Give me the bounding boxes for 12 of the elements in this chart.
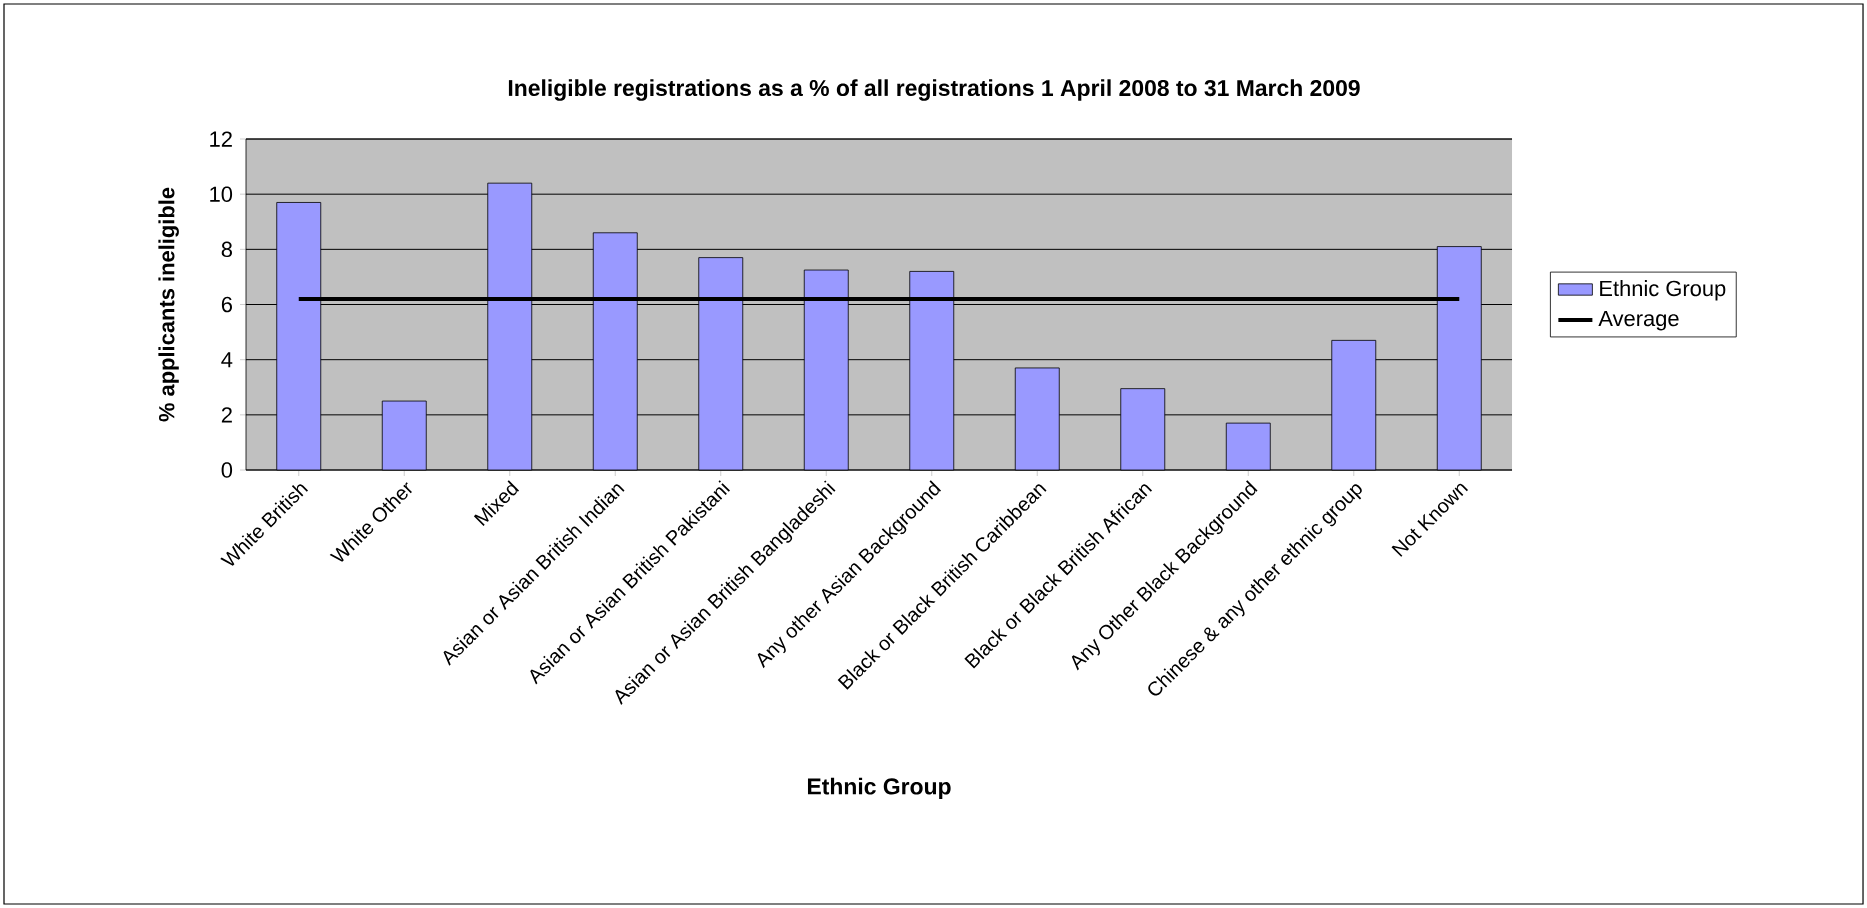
- y-tick-label: 2: [221, 407, 232, 423]
- chart-title: Ineligible registrations as a % of all registrations 1 April 2008 to 31 March 2009: [508, 79, 1360, 101]
- y-tick-label: 12: [210, 131, 232, 147]
- x-axis-title: Ethnic Group: [807, 777, 951, 800]
- y-tick-label: 8: [221, 241, 232, 258]
- legend-label: Average: [1598, 310, 1679, 331]
- y-axis-title: % applicants ineligible: [158, 187, 179, 422]
- y-tick-label: 6: [221, 296, 232, 313]
- y-tick-label: 0: [221, 462, 233, 478]
- y-tick-label: 4: [221, 352, 233, 368]
- y-tick-label: 10: [210, 186, 233, 202]
- legend-label: Ethnic Group: [1600, 280, 1726, 301]
